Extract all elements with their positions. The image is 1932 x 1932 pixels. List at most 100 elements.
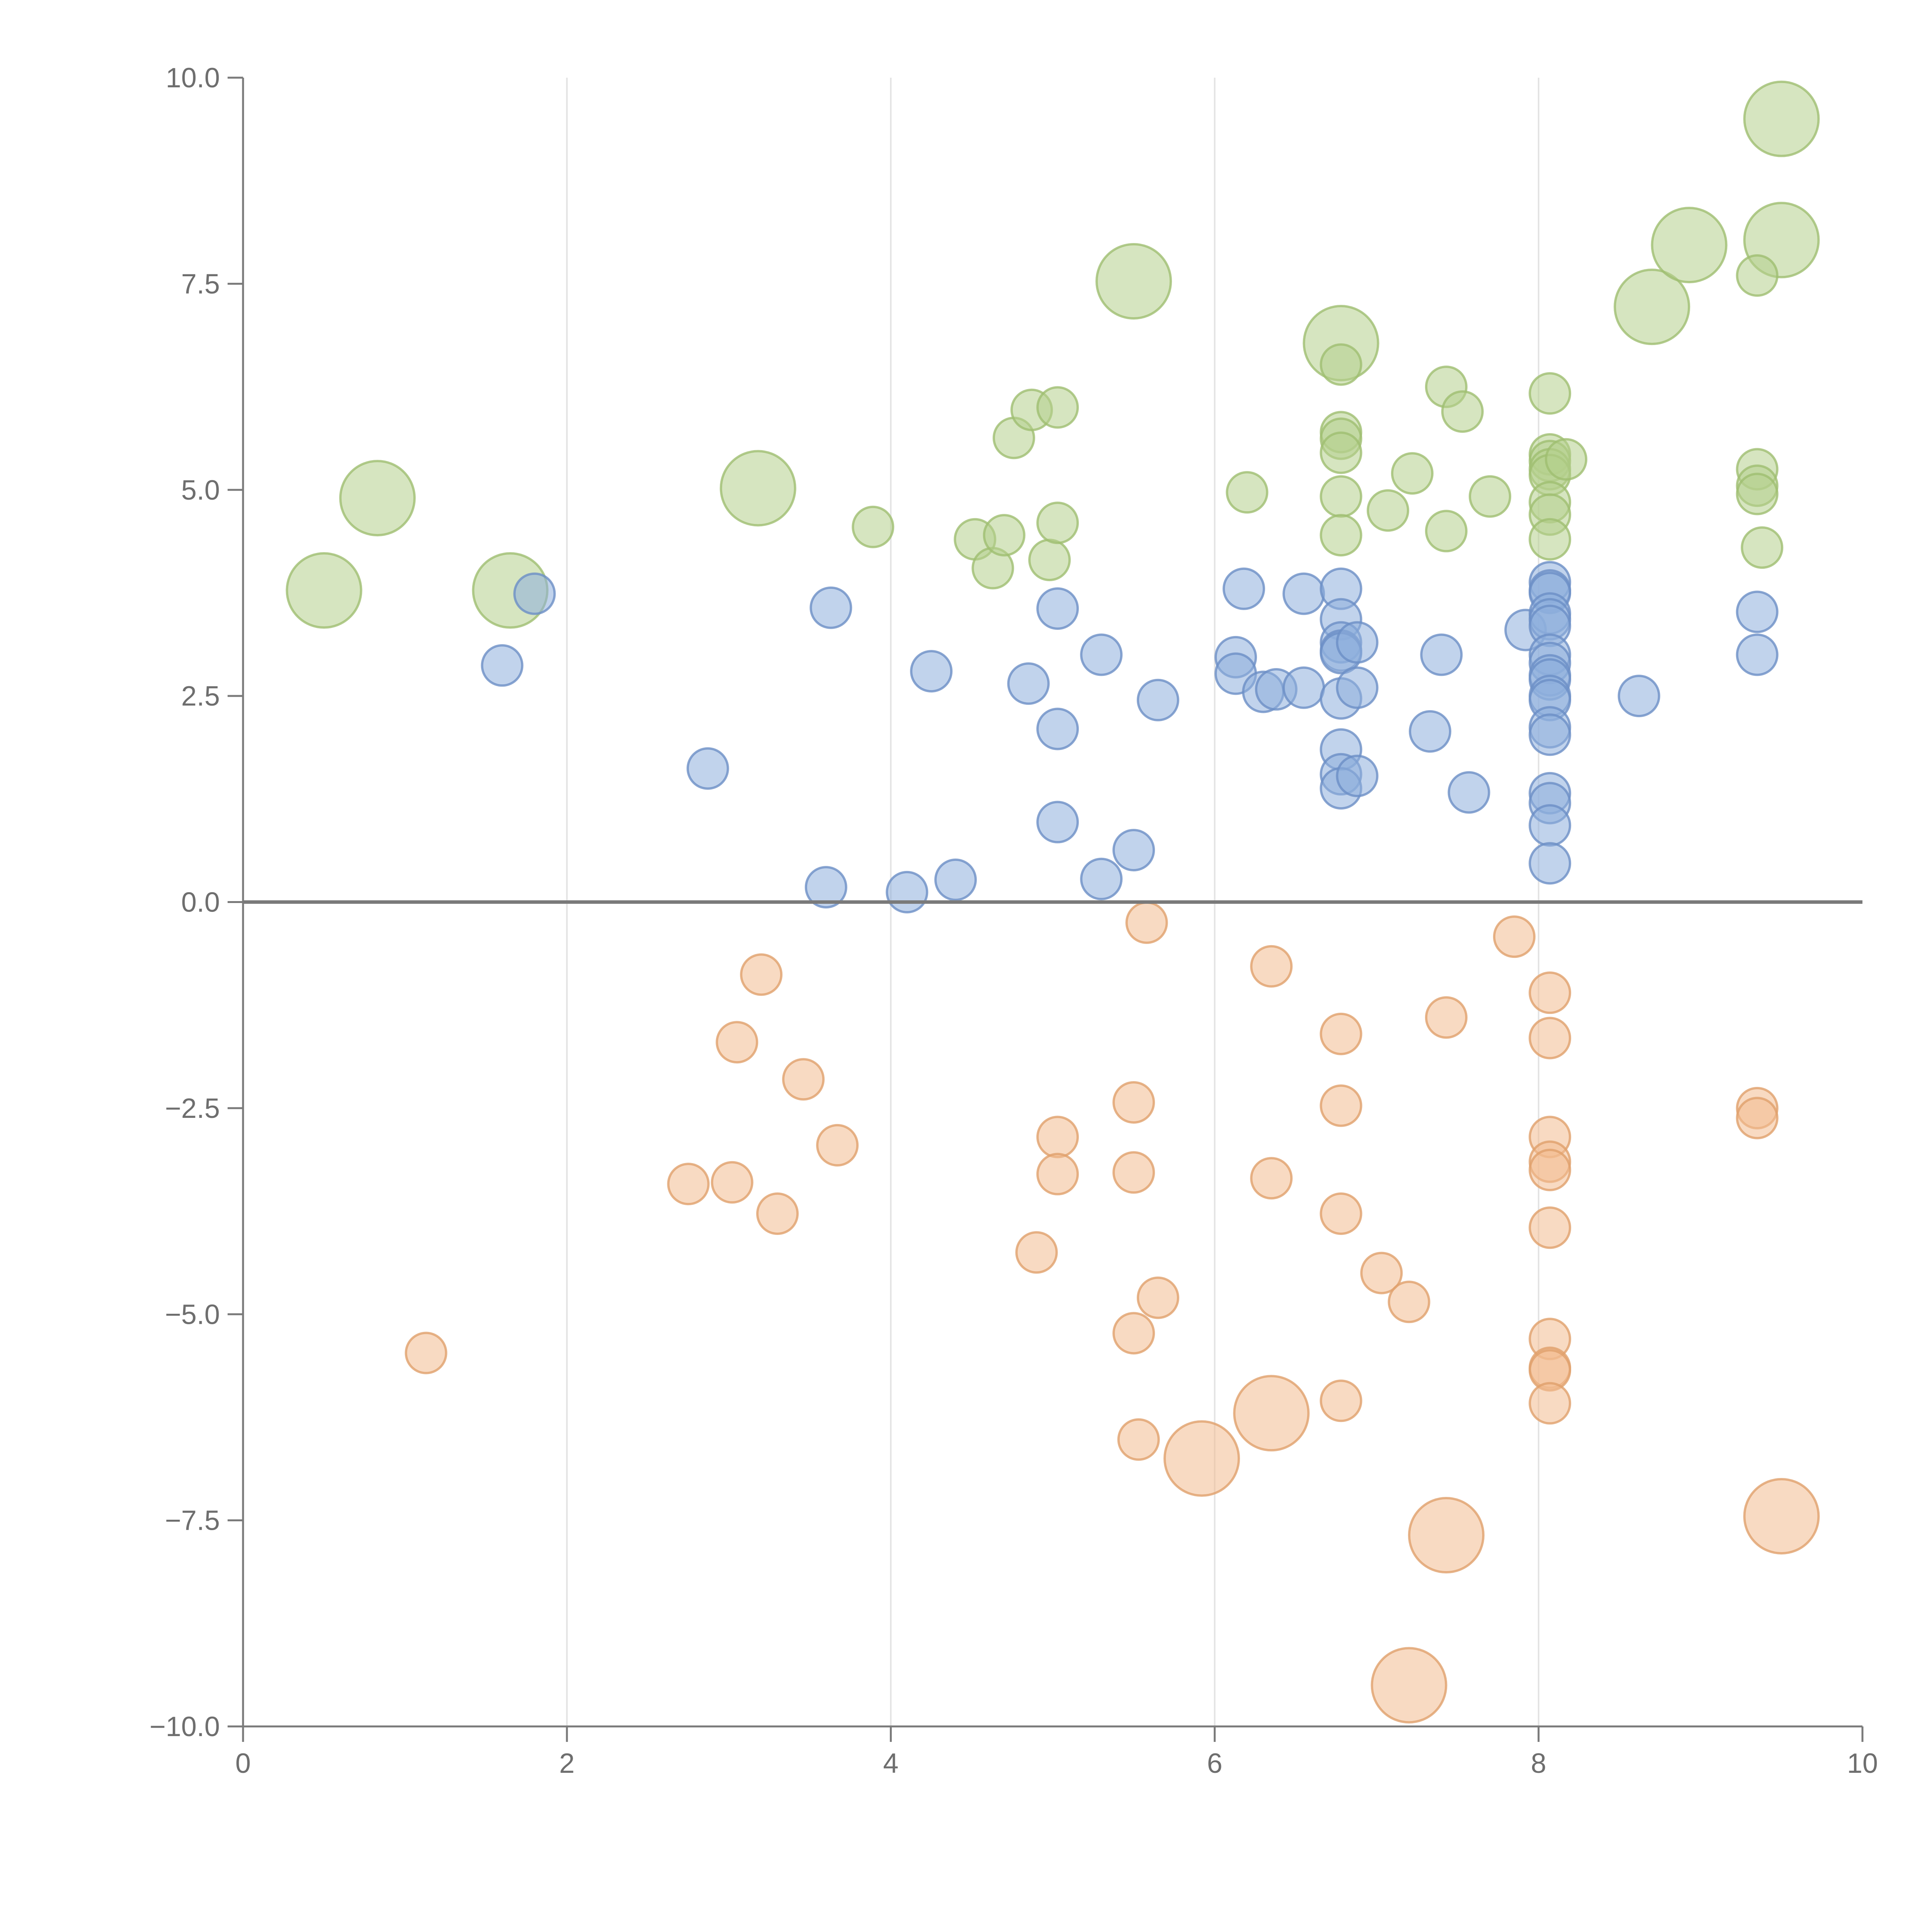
bubble-point (1095, 243, 1172, 320)
bubble-point (1409, 710, 1452, 753)
bubble-point (1015, 1231, 1058, 1274)
y-tick-label: −7.5 (165, 1505, 220, 1536)
bubble-point (1320, 1379, 1362, 1422)
bubble-point (1136, 679, 1179, 721)
y-tick-label: 0.0 (181, 887, 220, 918)
bubble-point (1036, 502, 1079, 544)
bubble-point (686, 747, 729, 790)
y-tick-label: −2.5 (165, 1093, 220, 1124)
bubble-point (667, 1163, 710, 1206)
bubble-point (1336, 666, 1379, 709)
bubble-point (1425, 996, 1468, 1039)
bubble-point (719, 450, 796, 527)
bubble-point (1320, 475, 1362, 518)
bubble-point (405, 1332, 447, 1374)
bubble-point (286, 552, 362, 629)
bubble-point (804, 866, 847, 909)
bubble-point (1529, 372, 1571, 415)
bubble-point (1112, 829, 1155, 872)
bubble-point (1736, 633, 1779, 676)
bubble-point (1320, 1012, 1362, 1055)
data-bubbles (286, 80, 1820, 1724)
bubble-point (1080, 633, 1123, 676)
x-tick-label: 0 (235, 1748, 251, 1779)
bubble-point (1320, 1192, 1362, 1235)
bubble-point (1617, 675, 1660, 718)
bubble-point (1545, 438, 1588, 481)
bubble-point (1371, 1647, 1447, 1724)
bubble-point (1493, 915, 1536, 958)
bubble-point (934, 858, 977, 901)
bubble-point (1736, 1097, 1779, 1139)
bubble-point (1125, 901, 1168, 944)
bubble-point (1529, 1148, 1571, 1191)
bubble-point (1529, 518, 1571, 561)
y-tick-label: −10.0 (150, 1711, 220, 1742)
bubble-point (1233, 1375, 1310, 1452)
bubble-point (1614, 269, 1690, 345)
bubble-point (1136, 1276, 1179, 1319)
bubble-point (1469, 475, 1512, 518)
bubble-point (1736, 590, 1779, 633)
bubble-point (1408, 1497, 1485, 1574)
bubble-point (1112, 1151, 1155, 1194)
bubble-point (1736, 473, 1779, 515)
bubble-point (1441, 390, 1484, 433)
x-tick-label: 6 (1207, 1748, 1223, 1779)
bubble-point (1036, 386, 1079, 429)
bubble-point (1282, 572, 1325, 615)
bubble-point (852, 505, 895, 548)
bubble-point (1007, 662, 1050, 705)
bubble-point (1163, 1420, 1240, 1497)
x-tick-label: 8 (1531, 1748, 1546, 1779)
bubble-point (756, 1192, 799, 1235)
bubble-point (1282, 666, 1325, 709)
bubble-point (910, 650, 953, 693)
y-tick-label: 7.5 (181, 269, 220, 299)
bubble-point (1388, 1281, 1430, 1323)
y-tick-label: 2.5 (181, 681, 220, 712)
bubble-point (1743, 80, 1820, 157)
axes (228, 77, 1864, 1742)
bubble-point (1529, 804, 1571, 847)
x-tick-label: 10 (1847, 1748, 1878, 1779)
x-tick-label: 4 (883, 1748, 898, 1779)
bubble-point (1529, 713, 1571, 756)
bubble-point (1743, 1478, 1820, 1554)
bubble-point (1036, 1116, 1079, 1158)
y-tick-label: 10.0 (166, 63, 220, 94)
bubble-point (1117, 1418, 1160, 1461)
tick-labels: 0 2 4 6 8 10 −10.0 −7.5 −5.0 −2.5 0.0 2.5 5.0 7.5 10.0 (150, 63, 1878, 1779)
bubble-point (1320, 514, 1362, 557)
bubble-point (1036, 707, 1079, 750)
bubble-point (1112, 1312, 1155, 1355)
bubble-point (1250, 1157, 1293, 1200)
bubble-point (1320, 343, 1362, 386)
bubble-point (339, 460, 416, 537)
bubble-point (1420, 633, 1463, 676)
bubble-point (1529, 1382, 1571, 1425)
bubble-point (1036, 587, 1079, 630)
bubble-point (1425, 510, 1468, 553)
bubble-point (1447, 771, 1490, 814)
bubble-point (1336, 621, 1379, 664)
x-tick-label: 2 (559, 1748, 575, 1779)
bubble-point (513, 572, 556, 615)
bubble-point (810, 586, 852, 629)
bubble-point (1028, 539, 1071, 582)
bubble-point (740, 953, 783, 996)
bubble-point (1112, 1081, 1155, 1124)
bubble-point (1250, 945, 1293, 988)
bubble-point (983, 514, 1026, 557)
bubble-point (1391, 452, 1434, 495)
bubble-point (886, 871, 929, 913)
bubble-point (711, 1161, 753, 1204)
bubble-point (1226, 471, 1269, 514)
y-tick-label: 5.0 (181, 475, 220, 506)
bubble-point (1367, 489, 1410, 532)
bubble-point (1320, 431, 1362, 474)
bubble-point (1529, 971, 1571, 1014)
bubble-point (816, 1124, 859, 1167)
bubble-point (1036, 1153, 1079, 1196)
